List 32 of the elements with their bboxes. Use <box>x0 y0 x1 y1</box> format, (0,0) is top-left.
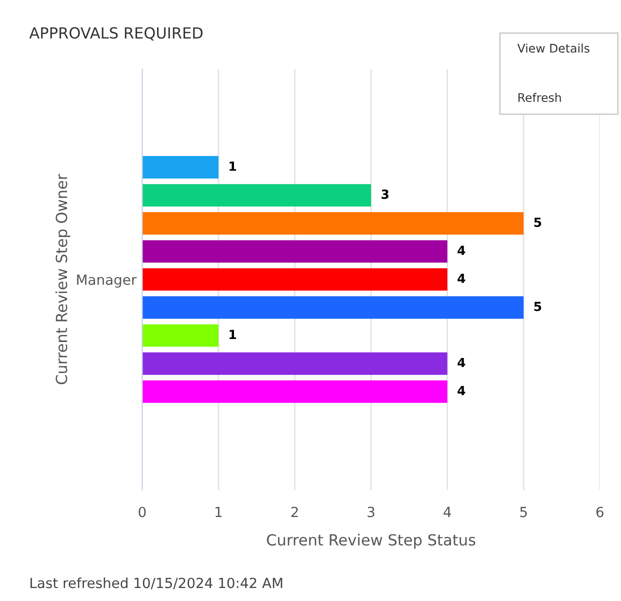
x-tick-label: 6 <box>596 506 604 518</box>
x-tick-label: 0 <box>138 506 146 518</box>
bar <box>142 240 448 263</box>
x-tick-label: 3 <box>368 506 374 518</box>
data-label: 1 <box>230 162 236 171</box>
bar <box>142 212 524 235</box>
bar <box>142 268 448 291</box>
x-tick-label: 2 <box>291 506 298 518</box>
bar <box>142 296 524 319</box>
bar <box>142 352 448 375</box>
data-label: 4 <box>458 246 466 255</box>
bar <box>142 324 218 347</box>
data-label: 3 <box>382 189 388 199</box>
text: Last refreshed 10/15/2024 10:42 AM <box>30 577 282 590</box>
data-label: 5 <box>534 218 542 227</box>
chart-title: APPROVALS REQUIRED <box>29 27 203 40</box>
bar <box>142 380 448 403</box>
x-tick-label: 4 <box>444 506 451 518</box>
x-tick-label: 1 <box>216 506 222 518</box>
y-tick-label: Manager <box>77 274 137 288</box>
bar <box>142 184 372 207</box>
data-label: 4 <box>458 358 466 368</box>
x-axis-title: Current Review Step Status <box>266 534 476 549</box>
x-tick-label: 5 <box>520 506 527 518</box>
bar <box>142 156 218 178</box>
data-label: 5 <box>534 302 542 312</box>
data-label: 4 <box>458 274 466 283</box>
data-label: 1 <box>230 330 236 340</box>
annotation: Refresh <box>518 92 561 102</box>
text: View Details <box>517 44 590 53</box>
y-axis-title: Current Review Step Owner <box>55 174 70 384</box>
data-label: 4 <box>458 386 466 396</box>
